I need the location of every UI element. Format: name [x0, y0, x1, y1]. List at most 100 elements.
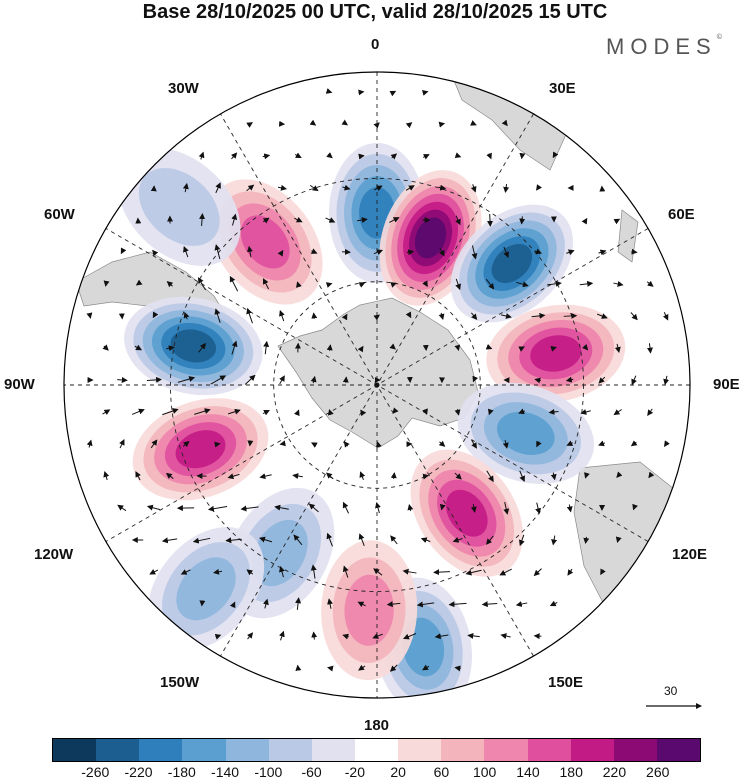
lon-label-60e: 60E [668, 206, 695, 223]
wind-arrow [182, 182, 189, 193]
wind-arrow [438, 184, 447, 191]
wind-arrow [487, 408, 494, 416]
wind-arrow [416, 601, 435, 608]
wind-arrow [146, 376, 163, 383]
wind-arrow [518, 346, 525, 352]
wind-arrow [342, 501, 350, 514]
wind-arrow [631, 375, 637, 386]
wind-arrow [422, 664, 430, 671]
wind-arrow [485, 278, 495, 290]
wind-arrow [598, 249, 607, 256]
wind-arrow [213, 568, 223, 575]
wind-arrow [630, 312, 638, 321]
wind-arrow [613, 409, 622, 416]
wind-arrow [485, 343, 493, 350]
anomaly-neg-78w [124, 296, 263, 396]
wind-arrow [325, 282, 333, 288]
colorbar-tick-label: 140 [516, 764, 540, 780]
anomaly-contour [530, 335, 582, 372]
wind-arrow [471, 439, 477, 449]
wind-arrow [360, 409, 367, 417]
wind-arrow [152, 249, 159, 257]
wind-arrow [325, 472, 334, 480]
anomaly-layer [118, 142, 626, 698]
colorbar-tick-label: 180 [559, 764, 583, 780]
wind-arrow [390, 535, 398, 545]
wind-arrow [311, 312, 318, 319]
wind-arrow [262, 598, 269, 609]
colorbar-swatch [268, 739, 312, 761]
modes-logo: MODES© [606, 34, 722, 60]
colorbar-swatch [96, 739, 140, 761]
wind-arrow [550, 472, 557, 481]
wind-arrow [486, 470, 494, 483]
wind-arrow [519, 216, 526, 225]
wind-arrow [296, 281, 302, 288]
wind-arrow [630, 440, 638, 447]
colorbar-swatch [656, 739, 701, 761]
wind-arrow [225, 537, 242, 544]
wind-arrow [471, 245, 478, 260]
wind-arrow [295, 664, 302, 672]
wind-arrow [197, 277, 206, 291]
wind-arrow [262, 153, 271, 160]
anomaly-contour [240, 215, 290, 269]
lon-label-30e: 30E [549, 80, 576, 97]
wind-arrow [422, 408, 428, 415]
wind-arrow [373, 122, 380, 129]
wind-arrow [135, 471, 141, 481]
wind-arrow [227, 408, 241, 415]
wind-arrow [358, 282, 366, 288]
wind-arrow [390, 472, 397, 479]
wind-arrow [161, 537, 178, 544]
wind-arrow [231, 340, 238, 355]
wind-arrow [277, 184, 287, 191]
wind-arrow [454, 472, 462, 480]
wind-arrow [467, 632, 480, 639]
wind-arrow [502, 439, 509, 449]
wind-arrow [481, 601, 498, 608]
wind-arrow [279, 565, 285, 578]
wind-arrow [102, 409, 111, 416]
brand-text: MODES [606, 34, 717, 59]
wind-arrow [515, 601, 528, 608]
wind-arrow [210, 375, 227, 385]
wind-arrow [327, 665, 334, 672]
anomaly-pos-80e [486, 304, 626, 403]
wind-arrow [358, 153, 365, 160]
wind-arrow [486, 535, 494, 545]
wind-arrow [547, 280, 562, 287]
wind-arrow [405, 311, 412, 319]
colorbar-swatch [182, 739, 226, 761]
anomaly-pos-145e [410, 449, 523, 577]
wind-arrow [373, 314, 381, 321]
colorbar-swatch [570, 739, 614, 761]
wind-arrow [310, 375, 317, 384]
wind-arrow [327, 598, 333, 609]
wind-arrow [293, 534, 303, 546]
wind-arrow [584, 472, 590, 479]
polar-map [63, 71, 702, 709]
wind-arrow [357, 217, 368, 223]
wind-arrow [214, 308, 221, 323]
wind-arrow [534, 377, 541, 384]
wind-arrow [389, 664, 398, 672]
wind-arrow [550, 345, 557, 352]
wind-arrow [405, 185, 415, 191]
wind-arrow [518, 408, 526, 415]
wind-arrow [389, 217, 400, 223]
wind-arrow [374, 185, 383, 192]
wind-arrow [308, 503, 319, 513]
wind-arrow [632, 503, 638, 511]
colorbar-tick-label: -100 [254, 764, 283, 780]
anomaly-contour [176, 557, 236, 621]
wind-arrow [259, 473, 272, 480]
colorbar-swatch [484, 739, 528, 761]
wind-arrow [402, 568, 417, 575]
lon-label-150w: 150W [160, 674, 200, 691]
wind-arrow [182, 441, 190, 448]
wind-arrow [454, 409, 461, 416]
wind-arrow [152, 311, 159, 319]
wind-arrow [279, 630, 285, 641]
wind-arrow [214, 441, 221, 448]
